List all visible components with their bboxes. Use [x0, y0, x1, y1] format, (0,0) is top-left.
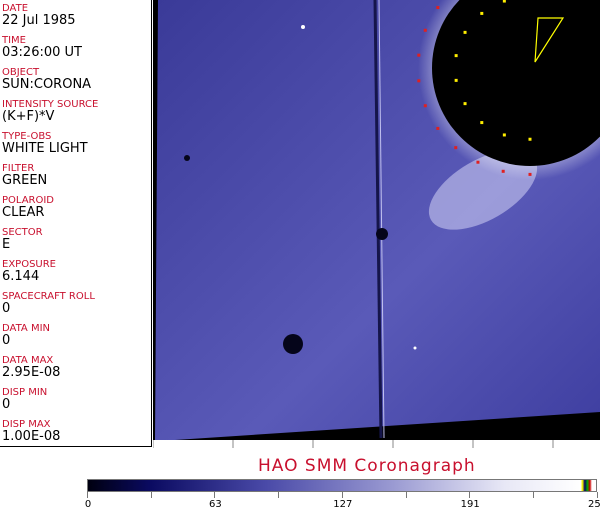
fiducial-dot — [528, 172, 532, 176]
colorbar-tick — [596, 492, 598, 498]
field-polaroid: POLAROID CLEAR — [2, 195, 54, 220]
fiducial-dot — [417, 53, 421, 57]
field-value: 2.95E-08 — [2, 365, 61, 380]
fiducial-dot — [454, 78, 458, 82]
fiducial-dot — [480, 11, 484, 15]
field-exposure: EXPOSURE 6.144 — [2, 259, 56, 284]
field-label: DATA MAX — [2, 355, 54, 366]
field-value: 0 — [2, 397, 11, 412]
field-value: CLEAR — [2, 205, 45, 220]
fiducial-dot — [476, 160, 480, 164]
field-label: SECTOR — [2, 227, 43, 238]
field-value: WHITE LIGHT — [2, 141, 88, 156]
fiducial-dot — [454, 146, 458, 150]
colorbar-tick — [278, 492, 280, 498]
field-label: DATA MIN — [2, 323, 50, 334]
colorbar-tick-label: 255 — [588, 499, 600, 510]
fiducial-dot — [423, 104, 427, 108]
field-value: 03:26:00 UT — [2, 45, 82, 60]
field-label: DATE — [2, 3, 29, 14]
fiducial-dot — [454, 54, 458, 58]
field-value: 22 Jul 1985 — [2, 13, 76, 28]
field-label: INTENSITY SOURCE — [2, 99, 99, 110]
field-value: E — [2, 237, 11, 252]
field-label: POLAROID — [2, 195, 55, 206]
fiducial-dot — [501, 169, 505, 173]
field-value: 0 — [2, 333, 11, 348]
field-label: SPACECRAFT ROLL — [2, 291, 95, 302]
fiducial-dots — [417, 0, 532, 176]
colorbar-tick — [469, 492, 471, 498]
fiducial-dot — [463, 30, 467, 34]
pylon-edge — [378, 0, 385, 439]
dust-spot — [376, 228, 388, 240]
colorbar-tick — [341, 492, 343, 498]
field-disp-max: DISP MAX 1.00E-08 — [2, 419, 60, 444]
dust-spot — [283, 334, 303, 354]
plot-title: HAO SMM Coronagraph — [258, 456, 476, 476]
field-label: TIME — [2, 35, 27, 46]
field-spacecraft-roll: SPACECRAFT ROLL 0 — [2, 291, 95, 316]
field-label: DISP MIN — [2, 387, 48, 398]
field-label: DISP MAX — [2, 419, 51, 430]
field-label: OBJECT — [2, 67, 40, 78]
occulter-pylon — [373, 0, 383, 439]
field-value: 1.00E-08 — [2, 429, 61, 444]
field-intensity-source: INTENSITY SOURCE (K+F)*V — [2, 99, 98, 124]
fiducial-dot — [502, 133, 506, 137]
field-value: 6.144 — [2, 269, 40, 284]
field-value: GREEN — [2, 173, 48, 188]
colorbar-tick — [405, 492, 407, 498]
header-info-panel: DATE 22 Jul 1985 TIME 03:26:00 UT OBJECT SUN:… — [0, 0, 152, 447]
field-sector: SECTOR E — [2, 227, 43, 252]
field-value: SUN:CORONA — [2, 77, 92, 92]
field-value: 0 — [2, 301, 11, 316]
colorbar-tick-label: 63 — [209, 499, 222, 510]
colorbar-tick-label: 127 — [333, 499, 353, 510]
fiducial-dot — [423, 28, 427, 32]
field-data-max: DATA MAX 2.95E-08 — [2, 355, 60, 380]
sun-marker-icon — [534, 17, 565, 63]
colorbar — [87, 479, 597, 492]
field-value: (K+F)*V — [2, 109, 55, 124]
field-disp-min: DISP MIN 0 — [2, 387, 47, 412]
colorbar-tick — [87, 492, 88, 498]
field-filter: FILTER GREEN — [2, 163, 47, 188]
dust-spot — [184, 155, 190, 161]
colorbar-tick-label: 191 — [460, 499, 480, 510]
fiducial-dot — [480, 121, 484, 125]
field-label: TYPE-OBS — [2, 131, 52, 142]
field-object: OBJECT SUN:CORONA — [2, 67, 91, 92]
fiducial-dot — [436, 6, 440, 10]
star — [413, 346, 417, 350]
field-type-obs: TYPE-OBS WHITE LIGHT — [2, 131, 88, 156]
colorbar-tick-label: 0 — [84, 499, 92, 510]
field-date: DATE 22 Jul 1985 — [2, 3, 76, 28]
occulter-disk — [432, 0, 600, 166]
fiducial-dot — [436, 126, 440, 130]
colorbar-tick — [532, 492, 534, 498]
field-data-min: DATA MIN 0 — [2, 323, 50, 348]
colorbar-tick — [214, 492, 216, 498]
fiducial-dot — [417, 79, 421, 83]
colorbar-tick — [150, 492, 152, 498]
fiducial-dot — [528, 137, 532, 141]
fiducial-dot — [463, 102, 467, 106]
coronagraph-image — [153, 0, 600, 448]
field-label: EXPOSURE — [2, 259, 57, 270]
star — [301, 25, 305, 29]
field-label: FILTER — [2, 163, 35, 174]
fiducial-dot — [502, 0, 506, 3]
field-time: TIME 03:26:00 UT — [2, 35, 82, 60]
